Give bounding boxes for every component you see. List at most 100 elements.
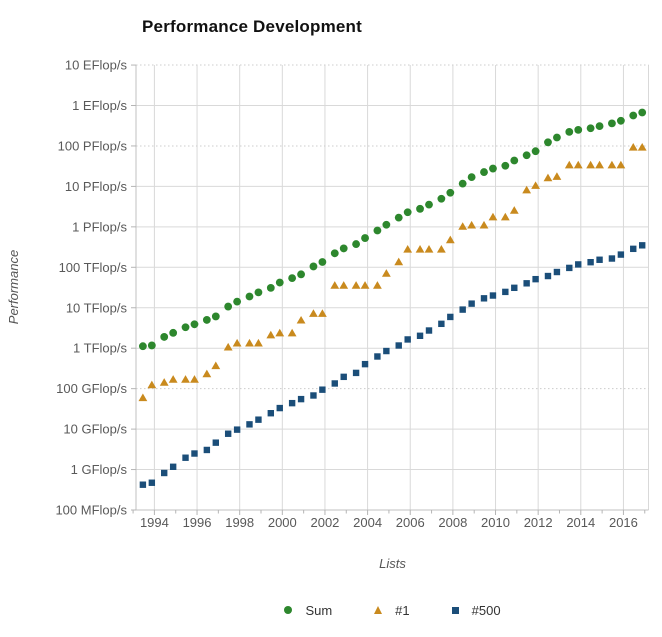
sum-point: [608, 119, 616, 128]
rank500-point: [438, 320, 445, 328]
y-tick-label: 10 TFlop/s: [66, 300, 128, 315]
sum-point: [352, 240, 360, 248]
rank1-point: [330, 281, 340, 289]
sum-point: [160, 333, 169, 341]
x-tick-label: 2012: [524, 515, 553, 530]
sum-point: [595, 122, 604, 131]
rank500-point: [161, 469, 168, 477]
rank1-point: [168, 375, 178, 383]
rank1-point: [552, 172, 562, 180]
rank1-point: [467, 220, 477, 229]
rank1-point: [509, 206, 519, 214]
rank1-point: [595, 160, 604, 169]
rank500-point: [374, 353, 381, 360]
sum-point: [467, 173, 476, 182]
rank500-point: [203, 446, 211, 454]
rank1-point: [479, 220, 489, 229]
rank1-point: [232, 338, 242, 347]
rank1-point: [190, 375, 199, 383]
sum-point: [266, 283, 275, 292]
rank500-point: [425, 327, 433, 334]
rank1-point: [415, 244, 425, 253]
rank1-point: [223, 342, 233, 351]
y-tick-label: 1 PFlop/s: [72, 219, 127, 234]
rank1-point: [159, 378, 169, 386]
legend-item-sum[interactable]: Sum: [284, 603, 332, 618]
rank500-point: [233, 426, 241, 433]
rank500-point: [169, 463, 177, 470]
legend: Sum #1 #500: [136, 601, 649, 619]
sum-point: [211, 312, 220, 321]
rank500-point: [139, 481, 147, 488]
legend-item-rank1[interactable]: #1: [374, 602, 410, 618]
rank500-point: [511, 284, 518, 292]
sum-point: [382, 220, 391, 229]
x-tick-label: 2000: [268, 515, 297, 530]
sum-point: [501, 161, 510, 170]
rank500-point: [489, 292, 497, 299]
rank1-point: [373, 281, 382, 289]
sum-point: [288, 274, 297, 283]
sum-point: [190, 320, 199, 329]
rank1-triangle-icon: [374, 606, 383, 614]
rank1-point: [394, 257, 404, 266]
axis-lines: [131, 64, 649, 515]
rank500-point: [480, 295, 488, 302]
legend-item-rank500[interactable]: #500: [451, 603, 501, 618]
x-tick-label: 2006: [396, 515, 425, 530]
rank1-point: [500, 212, 510, 221]
sum-point: [373, 226, 382, 235]
sum-point: [544, 138, 552, 147]
x-tick-label: 2008: [438, 515, 467, 530]
rank500-point: [523, 280, 530, 287]
rank1-point: [296, 315, 306, 324]
rank1-point: [318, 309, 327, 317]
rank1-point: [211, 361, 221, 370]
sum-point: [147, 341, 156, 350]
sum-point: [394, 213, 403, 222]
rank1-point: [202, 369, 212, 378]
rank500-point: [267, 410, 275, 417]
rank500-point: [191, 450, 198, 457]
rank1-point: [522, 185, 532, 194]
rank1-point: [543, 173, 553, 182]
sum-point: [202, 316, 211, 324]
rank500-point: [630, 245, 637, 253]
sum-point: [565, 127, 574, 136]
legend-label-rank1: #1: [395, 602, 410, 618]
rank1-point: [637, 143, 647, 151]
sum-point: [297, 270, 305, 279]
sum-point: [416, 204, 424, 213]
chart-title: Performance Development: [142, 17, 363, 36]
rank1-point: [488, 212, 498, 221]
rank500-point: [383, 347, 390, 355]
rank1-point: [254, 338, 263, 347]
rank500-point: [255, 416, 262, 423]
y-tick-label: 1 GFlop/s: [71, 462, 128, 477]
rank500-point: [617, 251, 625, 258]
sum-point: [245, 292, 254, 301]
sum-point: [425, 200, 433, 209]
sum-point: [480, 168, 488, 176]
sum-point: [181, 323, 190, 332]
x-tick-label: 2016: [609, 515, 638, 530]
y-tick-label: 10 GFlop/s: [63, 422, 127, 437]
y-tick-label: 100 MFlop/s: [55, 503, 127, 518]
x-tick-label: 2010: [481, 515, 510, 530]
rank500-point: [352, 369, 360, 377]
rank500-point: [319, 386, 326, 393]
rank500-square-icon: [451, 606, 459, 614]
rank500-point: [468, 300, 475, 307]
rank1-point: [147, 380, 157, 389]
rank500-point: [404, 336, 411, 343]
sum-point: [403, 208, 412, 217]
y-tick-label: 10 PFlop/s: [65, 179, 128, 194]
rank1-point: [616, 160, 626, 169]
sum-point: [233, 297, 242, 306]
x-tick-label: 1996: [183, 515, 212, 530]
rank500-point: [276, 404, 283, 412]
sum-point: [553, 133, 561, 142]
sum-point: [446, 188, 455, 197]
sum-point: [489, 164, 497, 173]
x-tick-label: 1998: [225, 515, 254, 530]
